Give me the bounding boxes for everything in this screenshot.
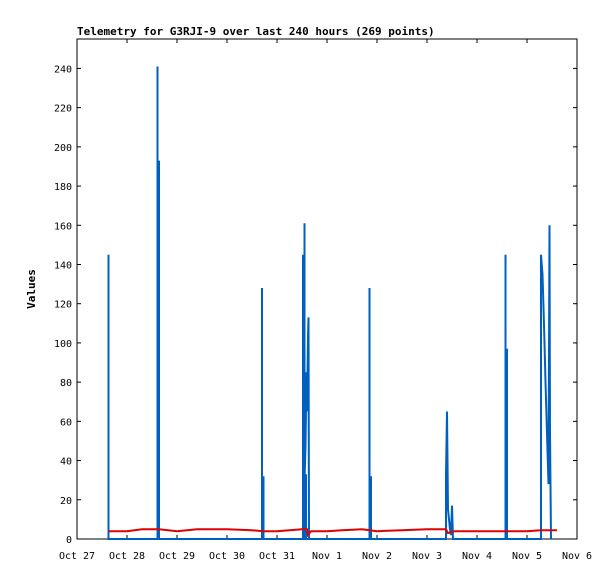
- y-tick-label: 240: [54, 64, 72, 75]
- y-tick-label: 40: [60, 457, 72, 468]
- y-tick-label: 80: [60, 378, 72, 389]
- x-tick-label: Nov 1: [312, 551, 342, 562]
- x-tick-label: Oct 31: [259, 551, 295, 562]
- y-tick-label: 120: [54, 300, 72, 311]
- y-tick-label: 0: [66, 535, 72, 546]
- series-line-1: [108, 528, 557, 538]
- x-tick-label: Nov 6: [562, 551, 592, 562]
- y-tick-label: 100: [54, 339, 72, 350]
- y-tick-label: 180: [54, 182, 72, 193]
- x-tick-label: Nov 4: [462, 551, 492, 562]
- y-tick-label: 160: [54, 221, 72, 232]
- y-tick-label: 60: [60, 417, 72, 428]
- y-tick-label: 220: [54, 104, 72, 115]
- y-tick-label: 200: [54, 143, 72, 154]
- y-axis-label: Values: [25, 269, 38, 309]
- x-axis: Oct 27 Oct 28 Oct 29 Oct 30 Oct 31 Nov 1 Nov 2…: [59, 39, 592, 562]
- chart-title: Telemetry for G3RJI-9 over last 240 hour…: [77, 25, 435, 38]
- series-layer: [107, 66, 557, 540]
- x-tick-label: Oct 30: [209, 551, 245, 562]
- plot-frame: [76, 38, 578, 540]
- y-tick-label: 140: [54, 260, 72, 271]
- y-tick-label: 20: [60, 496, 72, 507]
- x-tick-label: Oct 27: [59, 551, 95, 562]
- y-axis: 0 20 40 60 80 100 120 140 160 180 200 220 240: [54, 64, 577, 546]
- x-tick-label: Oct 28: [109, 551, 145, 562]
- x-tick-label: Nov 2: [362, 551, 392, 562]
- series-line-0: [107, 66, 552, 540]
- x-tick-label: Nov 3: [412, 551, 442, 562]
- x-tick-label: Oct 29: [159, 551, 195, 562]
- x-tick-label: Nov 5: [512, 551, 542, 562]
